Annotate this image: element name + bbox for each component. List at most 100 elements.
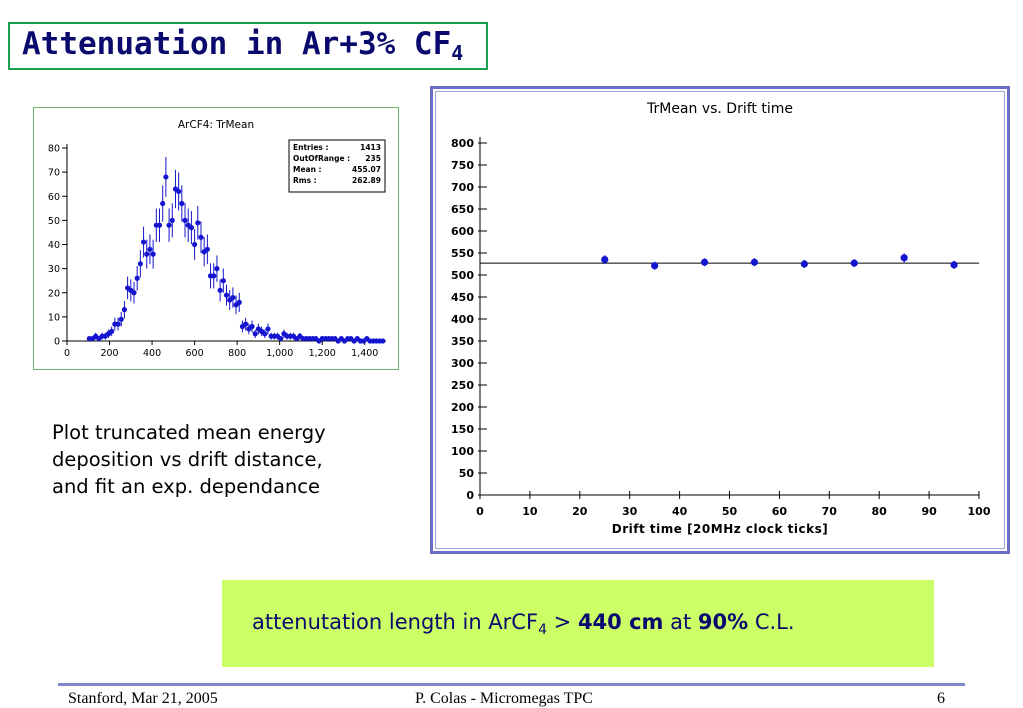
histogram-x-tick-label: 1,200 (309, 348, 336, 359)
result-prefix: attenutation length in ArCF (252, 610, 539, 634)
drift-point (651, 262, 659, 270)
caption-line-1: Plot truncated mean energy (52, 421, 326, 444)
histogram-point (188, 225, 195, 231)
drift-chart: TrMean vs. Drift time0501001502002503003… (451, 101, 991, 536)
drift-point (850, 259, 858, 267)
drift-y-tick-label: 100 (451, 445, 474, 458)
histogram-point (380, 338, 386, 344)
histogram-y-tick-label: 80 (48, 144, 60, 155)
histogram-point (115, 321, 121, 327)
drift-y-tick-label: 700 (451, 181, 474, 194)
drift-y-tick-label: 800 (451, 137, 474, 150)
histogram-y-tick-label: 40 (48, 240, 60, 251)
histogram-point (195, 220, 201, 226)
histogram-x-tick-label: 1,400 (351, 348, 378, 359)
histogram-y-tick-label: 50 (48, 216, 60, 227)
caption-line-3: and fit an exp. dependance (52, 475, 321, 498)
histogram-point (252, 331, 258, 337)
result-cl: C.L. (748, 610, 795, 634)
histogram-point (163, 174, 169, 180)
drift-y-tick-label: 600 (451, 225, 474, 238)
histogram-point (169, 217, 175, 223)
histogram-point (140, 239, 147, 245)
histogram-x-tick-label: 1,000 (266, 348, 293, 359)
histogram-y-tick-label: 30 (48, 264, 60, 275)
histogram-y-tick-label: 0 (54, 337, 60, 348)
histogram-point (176, 188, 182, 195)
drift-point (700, 258, 709, 266)
histogram-point (243, 321, 249, 327)
drift-y-tick-label: 650 (451, 203, 474, 216)
drift-x-tick-label: 40 (672, 505, 688, 518)
drift-x-tick-label: 80 (872, 505, 888, 518)
footer-divider (58, 683, 965, 686)
histogram-point (179, 200, 185, 207)
histogram-point (249, 323, 255, 330)
result-text: attenutation length in ArCF4 > 440 cm at… (252, 610, 795, 638)
plot-caption: Plot truncated mean energy deposition vs… (52, 419, 382, 500)
slide-title: Attenuation in Ar+3% CF4 (22, 26, 463, 65)
drift-point (800, 260, 808, 268)
drift-y-tick-label: 750 (451, 159, 474, 172)
histogram-stat-value: 1413 (360, 143, 381, 152)
drift-point (950, 261, 958, 269)
histogram-stats-border (288, 139, 386, 193)
footer-center: P. Colas - Micromegas TPC (415, 690, 593, 707)
histogram-point (109, 328, 115, 334)
histogram-y-tick-label: 60 (48, 192, 60, 203)
histogram-point (134, 275, 140, 281)
result-cl-value: 90% (697, 610, 749, 634)
drift-x-tick-label: 20 (572, 505, 588, 518)
histogram-point (262, 331, 268, 337)
caption-line-2: deposition vs drift distance, (52, 448, 323, 471)
drift-y-tick-label: 0 (466, 489, 474, 502)
histogram-point (211, 273, 217, 279)
histogram-point (192, 241, 198, 248)
histogram-x-tick-label: 800 (228, 348, 246, 359)
drift-y-tick-label: 350 (451, 335, 474, 348)
drift-point (900, 254, 908, 262)
histogram-point (223, 292, 230, 298)
histogram-stat-value: 235 (365, 154, 381, 163)
histogram-point (230, 294, 236, 301)
histogram-panel: ArCF4: TrMean 0 10 20 30 40 50 60 70 80 0 200 400 600… (33, 107, 399, 370)
drift-y-tick-label: 300 (451, 357, 474, 370)
drift-y-tick-label: 550 (451, 247, 474, 260)
histogram-y-tick-label: 10 (48, 312, 60, 323)
histogram-point (220, 278, 226, 284)
histogram-point (182, 217, 188, 223)
histogram-stat-value: 455.07 (352, 165, 381, 174)
histogram-point (144, 251, 150, 257)
histogram-point (121, 307, 128, 313)
histogram-x-tick-label: 200 (100, 348, 118, 359)
drift-y-tick-label: 500 (451, 269, 474, 282)
histogram-x-tick-label: 400 (143, 348, 161, 359)
slide-title-box: Attenuation in Ar+3% CF4 (8, 22, 488, 70)
drift-chart-panel: TrMean vs. Drift time 0 50 100 150 200 250 300 3… (430, 86, 1010, 554)
drift-x-tick-label: 70 (822, 505, 838, 518)
histogram-point (160, 200, 166, 207)
histogram-stats-box: Entries : 1413 OutOfRange : 235 Mean : 455.07… (288, 139, 386, 193)
drift-x-tick-label: 50 (722, 505, 738, 518)
histogram-point (147, 246, 153, 252)
drift-y-tick-label: 50 (459, 467, 475, 480)
histogram-point (166, 222, 172, 228)
histogram-y-tick-label: 70 (48, 168, 60, 179)
drift-point (750, 258, 759, 266)
histogram-point (150, 251, 156, 257)
histogram-stat-value: 262.89 (352, 176, 381, 185)
drift-chart-title: TrMean vs. Drift time (646, 101, 793, 117)
drift-x-tick-label: 30 (622, 505, 638, 518)
slide-title-subscript: 4 (451, 41, 464, 65)
drift-y-tick-label: 200 (451, 401, 474, 414)
drift-x-tick-label: 60 (772, 505, 788, 518)
footer-page-number: 6 (937, 690, 945, 707)
drift-x-tick-label: 100 (968, 505, 991, 518)
histogram-point (156, 222, 163, 228)
drift-x-tick-label: 90 (921, 505, 937, 518)
histogram-point (236, 299, 242, 305)
footer-left: Stanford, Mar 21, 2005 (68, 690, 218, 707)
histogram-stat-label: Entries : (293, 143, 328, 152)
result-at: at (663, 610, 698, 634)
histogram-stat-label: Rms : (293, 176, 317, 185)
